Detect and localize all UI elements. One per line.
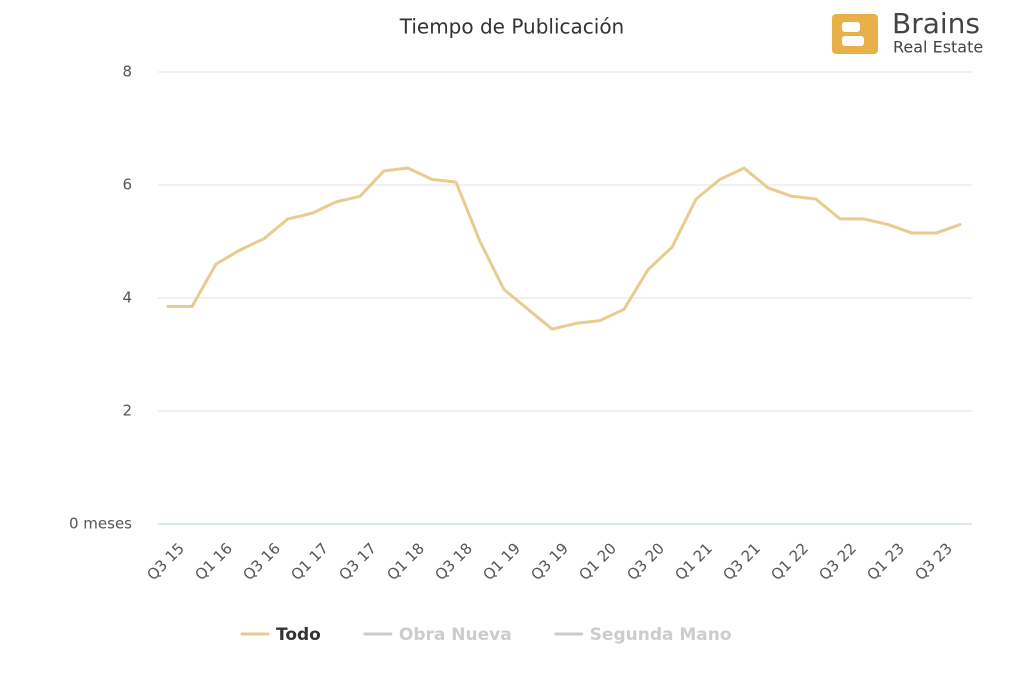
y-tick-label: 4 [122, 289, 132, 307]
chart-title: Tiempo de Publicación [399, 15, 625, 39]
y-tick-label: 0 meses [69, 515, 132, 533]
y-tick-label: 2 [122, 402, 132, 420]
y-tick-label: 8 [122, 63, 132, 81]
x-tick-label: Q3 21 [719, 539, 764, 584]
x-tick-label: Q1 20 [575, 539, 620, 584]
x-tick-label: Q3 16 [239, 539, 284, 584]
x-tick-label: Q3 18 [431, 539, 476, 584]
x-tick-label: Q3 22 [815, 539, 860, 584]
logo-icon-part [842, 36, 864, 46]
logo: Brains Real Estate [832, 7, 983, 57]
y-tick-label: 6 [122, 176, 132, 194]
legend-label[interactable]: Todo [276, 625, 321, 645]
x-tick-label: Q1 23 [863, 539, 908, 584]
legend-label[interactable]: Obra Nueva [399, 625, 512, 645]
x-tick-label: Q3 23 [911, 539, 956, 584]
x-tick-label: Q1 17 [287, 539, 332, 584]
x-tick-label: Q1 16 [191, 539, 236, 584]
legend-label[interactable]: Segunda Mano [590, 625, 732, 645]
x-tick-label: Q3 19 [527, 539, 572, 584]
brand-tagline: Real Estate [893, 38, 983, 57]
x-tick-label: Q3 15 [143, 539, 188, 584]
x-tick-label: Q3 17 [335, 539, 380, 584]
x-tick-label: Q1 18 [383, 539, 428, 584]
x-tick-label: Q1 19 [479, 539, 524, 584]
x-tick-label: Q1 22 [767, 539, 812, 584]
logo-icon [832, 14, 878, 54]
logo-icon-part [842, 22, 860, 32]
series-line [166, 166, 962, 331]
x-tick-label: Q3 20 [623, 539, 668, 584]
x-tick-label: Q1 21 [671, 539, 716, 584]
brand-name: Brains [892, 7, 980, 40]
